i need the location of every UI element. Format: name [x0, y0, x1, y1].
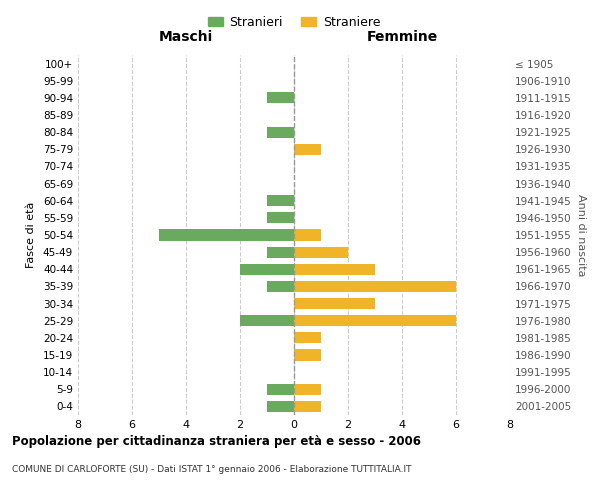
- Bar: [267, 212, 294, 224]
- Legend: Stranieri, Straniere: Stranieri, Straniere: [203, 11, 385, 34]
- Bar: [240, 315, 294, 326]
- Bar: [294, 144, 321, 155]
- Y-axis label: Anni di nascita: Anni di nascita: [575, 194, 586, 276]
- Bar: [294, 401, 321, 412]
- Bar: [267, 401, 294, 412]
- Text: Maschi: Maschi: [159, 30, 213, 44]
- Bar: [294, 230, 321, 240]
- Bar: [294, 315, 456, 326]
- Bar: [267, 281, 294, 292]
- Bar: [294, 246, 348, 258]
- Bar: [294, 350, 321, 360]
- Bar: [267, 92, 294, 104]
- Bar: [294, 298, 375, 309]
- Bar: [294, 384, 321, 395]
- Bar: [267, 126, 294, 138]
- Bar: [294, 332, 321, 344]
- Bar: [294, 281, 456, 292]
- Bar: [159, 230, 294, 240]
- Bar: [294, 264, 375, 275]
- Text: COMUNE DI CARLOFORTE (SU) - Dati ISTAT 1° gennaio 2006 - Elaborazione TUTTITALIA: COMUNE DI CARLOFORTE (SU) - Dati ISTAT 1…: [12, 465, 412, 474]
- Bar: [267, 246, 294, 258]
- Y-axis label: Fasce di età: Fasce di età: [26, 202, 36, 268]
- Bar: [240, 264, 294, 275]
- Text: Popolazione per cittadinanza straniera per età e sesso - 2006: Popolazione per cittadinanza straniera p…: [12, 435, 421, 448]
- Text: Femmine: Femmine: [367, 30, 437, 44]
- Bar: [267, 384, 294, 395]
- Bar: [267, 195, 294, 206]
